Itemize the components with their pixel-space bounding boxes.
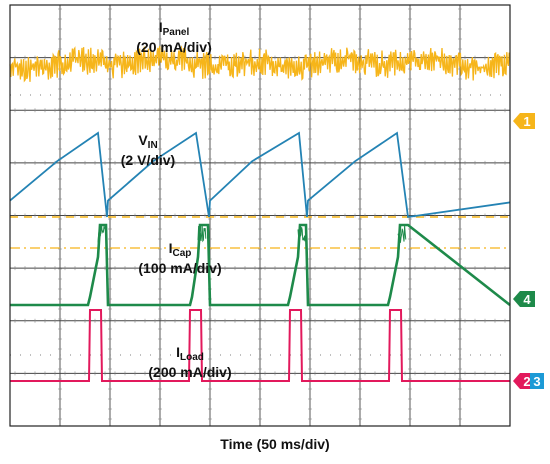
channel-3-marker-text: 3 [533,374,540,389]
channel-1-marker: 1 [513,113,535,129]
panel-label-sub: Panel [163,27,190,38]
vin-label-sub: IN [148,140,158,151]
channel-2-marker-text: 2 [523,374,530,389]
channel-4-marker: 4 [513,291,535,307]
channel-1-marker-text: 1 [523,114,530,129]
cap-scale-label: (100 mA/div) [138,260,221,276]
cap-label-sub: Cap [172,248,191,259]
channel-3-marker: 3 [530,373,544,389]
vin-scale-label: (2 V/div) [121,152,175,168]
load-label-sub: Load [180,352,204,363]
channel-4-marker-text: 4 [523,292,531,307]
channel-markers: 1 4 2 3 [513,113,544,389]
panel-scale-label: (20 mA/div) [136,39,211,55]
x-axis-label: Time (50 ms/div) [0,436,550,452]
load-scale-label: (200 mA/div) [148,364,231,380]
